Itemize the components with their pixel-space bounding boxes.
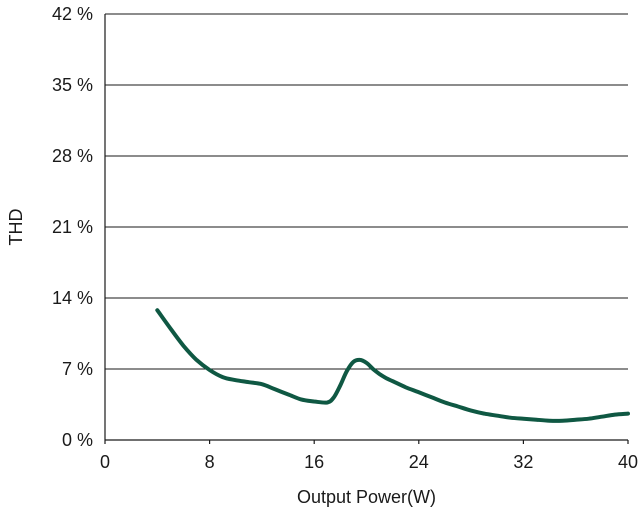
gridlines <box>105 13 628 370</box>
x-tick-label: 16 <box>304 452 324 472</box>
y-tick-label: 0 % <box>62 430 93 450</box>
y-tick-labels: 0 % 7 % 14 % 21 % 28 % 35 % 42 % <box>52 4 93 450</box>
series-layer <box>155 308 630 423</box>
y-tick-label: 21 % <box>52 217 93 237</box>
y-tick-label: 28 % <box>52 146 93 166</box>
x-tick-label: 8 <box>205 452 215 472</box>
y-tick-label: 14 % <box>52 288 93 308</box>
x-axis-title: Output Power(W) <box>297 487 436 507</box>
axes <box>104 14 629 444</box>
y-tick-label: 7 % <box>62 359 93 379</box>
x-tick-label: 32 <box>513 452 533 472</box>
y-tick-label: 35 % <box>52 75 93 95</box>
x-tick-labels: 0 8 16 24 32 40 <box>100 452 638 472</box>
x-tick-label: 24 <box>409 452 429 472</box>
x-tick-label: 40 <box>618 452 638 472</box>
x-tick-label: 0 <box>100 452 110 472</box>
thd-series-line <box>155 308 630 423</box>
y-tick-label: 42 % <box>52 4 93 24</box>
y-axis-title: THD <box>6 209 26 246</box>
